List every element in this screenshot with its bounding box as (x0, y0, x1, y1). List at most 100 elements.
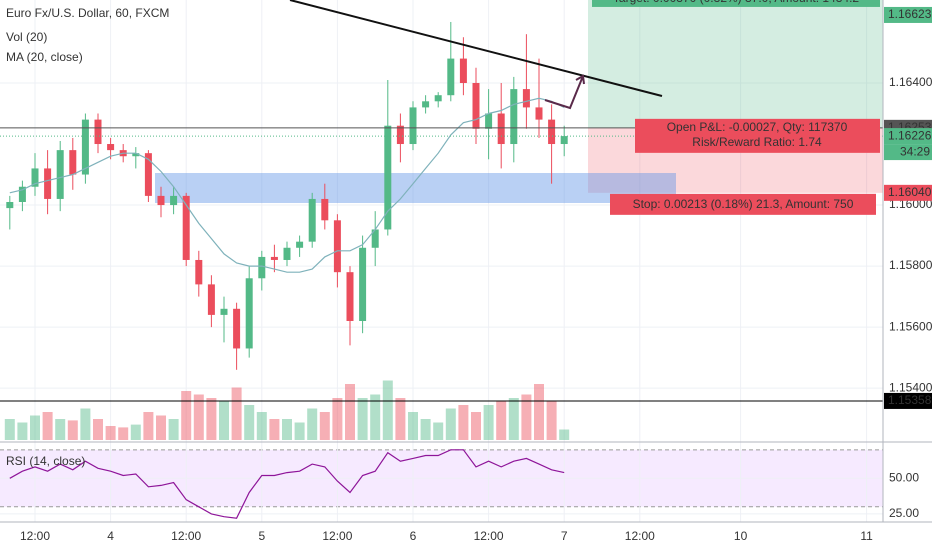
volume-bar (420, 419, 431, 440)
rsi-line (9, 449, 565, 519)
x-tick-label: 12:00 (625, 529, 655, 543)
volume-bar (118, 427, 129, 440)
candle-body (346, 272, 354, 321)
candle-body (510, 89, 518, 145)
candle-body (81, 119, 89, 175)
candle-body (560, 136, 568, 145)
candle-body (283, 247, 291, 260)
candle-body (207, 284, 215, 315)
volume-bar (93, 419, 103, 440)
grid (0, 0, 883, 522)
x-tick-label: 11 (860, 529, 873, 543)
plot (0, 21, 883, 519)
volume-bar (130, 424, 141, 440)
candle-body (182, 195, 190, 260)
projection-arrow (544, 75, 584, 110)
candle-body (359, 247, 367, 321)
y-tick-label: 1.15600 (889, 319, 932, 333)
candle-body (485, 113, 493, 129)
volume-bar (219, 401, 229, 440)
x-tick-label: 10 (734, 529, 748, 543)
trend-line (289, 0, 663, 97)
candle-body (94, 119, 102, 145)
pnl-label: Open P&L: -0.00027, Qty: 117370 (667, 120, 848, 134)
countdown: 34:29 (900, 144, 930, 158)
x-tick-label: 5 (258, 529, 265, 543)
volume-bar (546, 401, 557, 440)
volume-bar (382, 380, 393, 440)
volume-bar (370, 394, 381, 440)
candle-body (170, 195, 178, 206)
volume-bar (17, 422, 28, 440)
arrow-head (575, 74, 585, 85)
candle-body (132, 153, 140, 157)
candle-body (321, 198, 329, 221)
volume-bar (496, 401, 507, 440)
volume-bar (181, 391, 192, 440)
countdown-box (884, 144, 932, 161)
rr-label: Risk/Reward Ratio: 1.74 (692, 135, 822, 149)
candle-body (308, 198, 316, 242)
stop-label: Stop: 0.00213 (0.18%) 21.3, Amount: 750 (633, 197, 854, 211)
candle-body (472, 82, 480, 129)
price-label: 1.16040 (888, 185, 932, 199)
volume-bar (231, 387, 242, 440)
x-tick-label: 12:00 (20, 529, 50, 543)
volume-bar (30, 415, 40, 440)
volume-bar (143, 412, 154, 440)
rsi-tick-label: 25.00 (889, 506, 919, 520)
candle-body (384, 125, 392, 230)
target-label-box (592, 0, 880, 7)
y-tick-label: 1.15800 (889, 258, 932, 272)
price-label: 1.15358 (888, 393, 932, 407)
volume-bar (256, 412, 267, 440)
x-tick-label: 4 (107, 529, 114, 543)
support-zone (155, 173, 676, 203)
candle-body (245, 278, 253, 349)
candle-body (535, 107, 543, 120)
candle-body (258, 256, 266, 279)
volume-bar (445, 408, 456, 440)
candle-body (44, 168, 52, 199)
volume-bar (193, 394, 204, 440)
rsi-tick-label: 50.00 (889, 470, 919, 484)
candle-body (18, 186, 26, 202)
volume-bar (307, 408, 318, 440)
volume-bar (319, 412, 330, 440)
volume-bar (483, 405, 494, 440)
target-zone (588, 0, 883, 128)
volume-bar (559, 429, 570, 440)
candle-body (296, 241, 304, 248)
overlay: 1.154001.156001.158001.160001.1640025.00… (20, 0, 932, 543)
candle-body (497, 113, 505, 145)
x-tick-label: 12:00 (171, 529, 201, 543)
volume-bar (521, 394, 532, 440)
volume-bar (294, 422, 305, 440)
volume-bar (395, 398, 406, 440)
candle-body (459, 58, 467, 83)
price-label-box (884, 128, 932, 145)
x-tick-label: 7 (561, 529, 568, 543)
volume-bar (408, 412, 418, 440)
volume-bar (80, 408, 91, 440)
price-label: 1.16623 (888, 7, 932, 21)
price-label-box (884, 392, 932, 409)
x-tick-label: 6 (410, 529, 417, 543)
candle-body (6, 201, 14, 209)
candle-body (233, 308, 241, 349)
candle-body (107, 144, 115, 151)
ma-label: MA (20, close) (6, 50, 83, 64)
volume-bar (458, 405, 469, 440)
y-tick-label: 1.16400 (889, 75, 932, 89)
price-label: 1.16226 (888, 128, 932, 142)
ma-line (9, 97, 565, 273)
volume-bar (67, 420, 78, 440)
position-tool (588, 0, 883, 193)
candle-body (333, 220, 341, 273)
candle-body (396, 125, 404, 145)
symbol-title: Euro Fx/U.S. Dollar, 60, FXCM (6, 6, 169, 20)
volume-bar (508, 398, 519, 440)
x-tick-label: 12:00 (322, 529, 352, 543)
